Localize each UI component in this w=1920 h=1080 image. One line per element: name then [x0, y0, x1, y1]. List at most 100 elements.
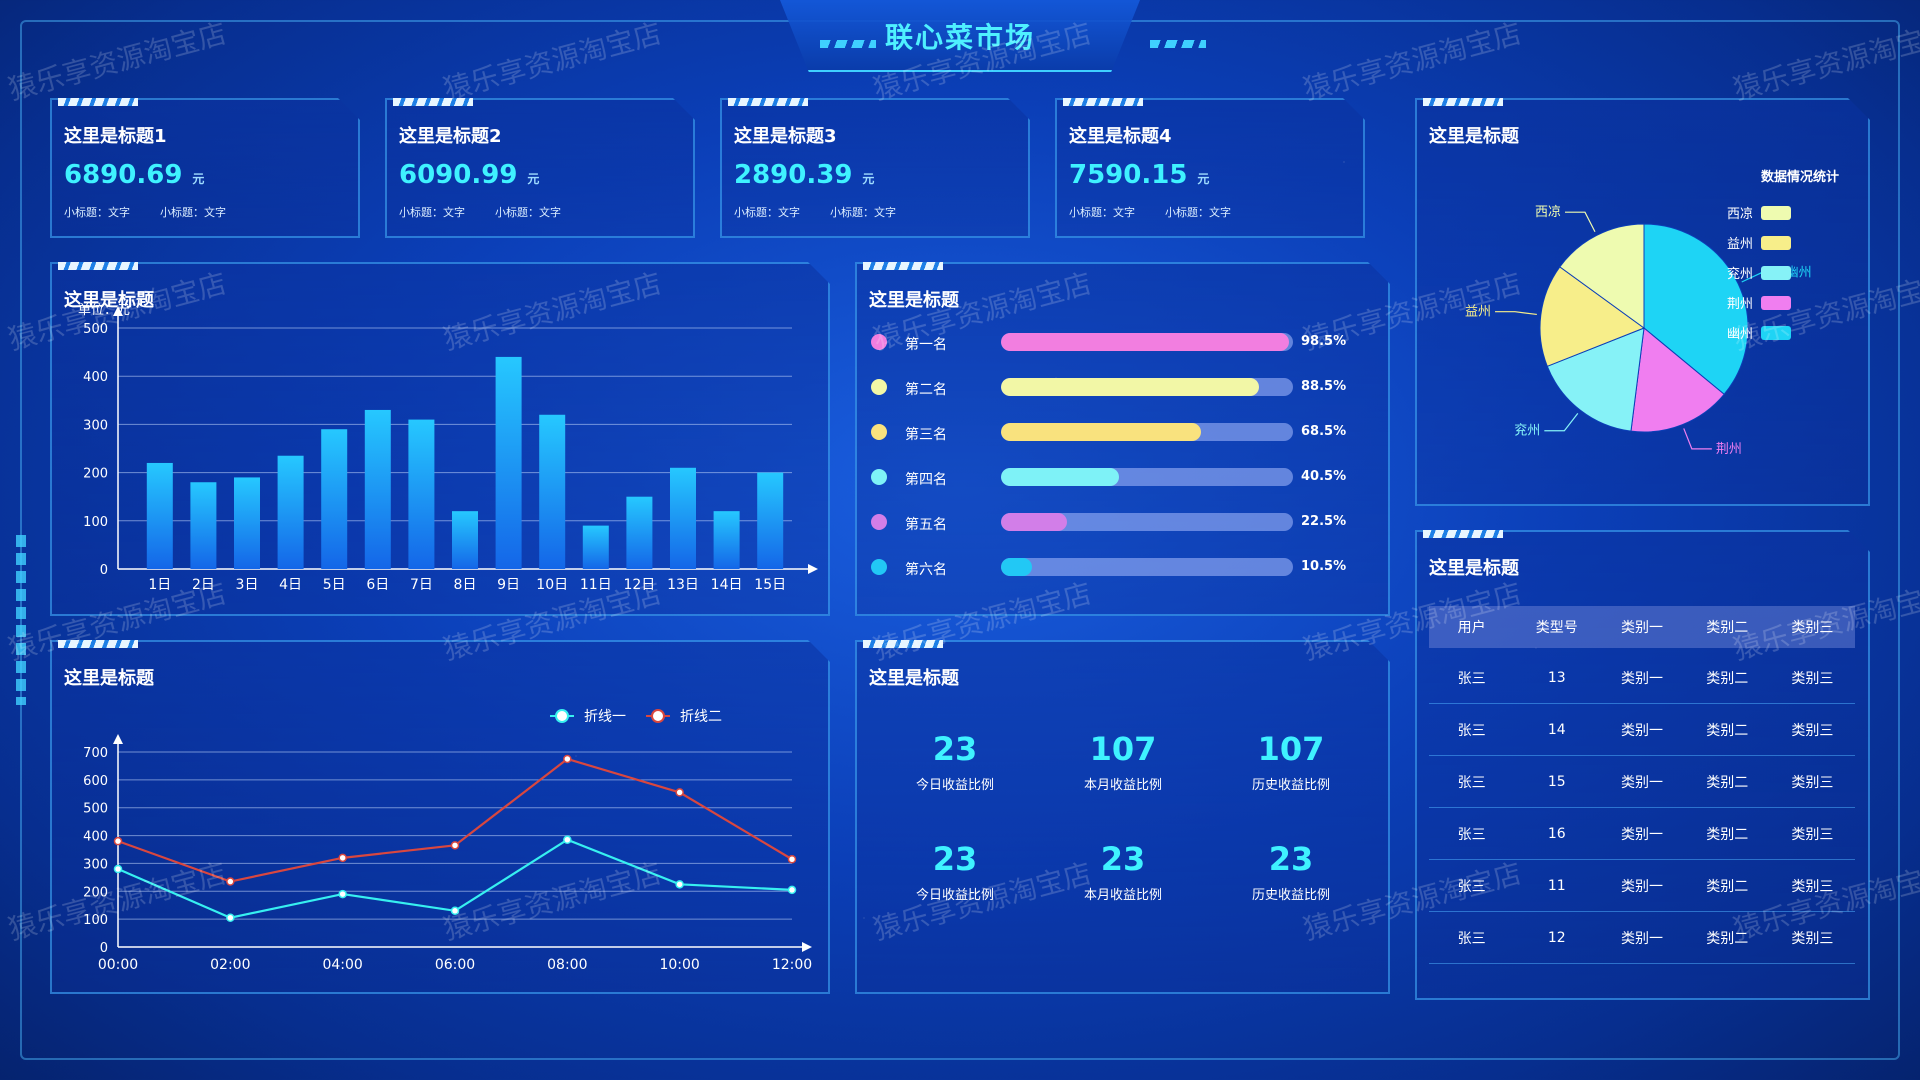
table-cell: 类别三 [1791, 878, 1834, 895]
stat-card: 这里是标题1 6890.69 元小标题：文字 小标题：文字 [50, 98, 360, 238]
table-cell: 类别三 [1791, 930, 1834, 947]
legend-marker [652, 710, 664, 722]
rank-label: 第六名 [905, 562, 947, 578]
table-cell: 11 [1547, 877, 1566, 894]
bar [408, 420, 434, 569]
table-panel: 这里是标题 用户 类型号 类别一 类别二 类别三 张三 13 类别一 类别二 类别三 张三 14 类别… [1415, 530, 1870, 1000]
panel-title: 这里是标题 [869, 668, 959, 689]
table-row[interactable]: 张三 12 类别一 类别二 类别三 [1429, 912, 1855, 964]
legend-label: 折线二 [680, 709, 722, 725]
data-point [339, 891, 346, 898]
rank-progress-track [1001, 378, 1293, 396]
stat-subtitle: 小标题：文字 [160, 206, 226, 219]
table-cell: 类别一 [1621, 774, 1663, 791]
rank-dot [871, 469, 887, 485]
x-tick-label: 10日 [536, 577, 568, 593]
panel-title: 这里是标题 [1429, 558, 1519, 579]
kpi-item: 23 本月收益比例 [1043, 840, 1203, 903]
data-point [789, 856, 796, 863]
watermark: 猿乐享资源淘宝店 [1729, 16, 1920, 107]
y-tick-label: 300 [83, 857, 108, 872]
table-cell: 张三 [1457, 878, 1486, 895]
kpi-label: 历史收益比例 [1251, 778, 1330, 793]
table-row[interactable]: 张三 15 类别一 类别二 类别三 [1429, 756, 1855, 808]
y-tick-label: 600 [83, 774, 108, 789]
pie-slice [1631, 328, 1724, 432]
watermark: 猿乐享资源淘宝店 [4, 16, 230, 107]
kpi-label: 历史收益比例 [1251, 888, 1330, 903]
x-tick-label: 12日 [623, 577, 655, 593]
table-cell: 15 [1547, 773, 1566, 790]
rank-dot [871, 379, 887, 395]
stat-subtitle: 小标题：文字 [495, 206, 561, 219]
header-dash-right [1150, 40, 1206, 48]
table-header-cell: 类别一 [1621, 620, 1663, 636]
table-cell: 类别三 [1791, 774, 1834, 791]
y-tick-label: 0 [100, 941, 108, 956]
table-cell: 类别三 [1791, 722, 1834, 739]
stat-number: 6890.69 [64, 160, 183, 190]
stat-subtitle: 小标题：文字 [399, 206, 465, 219]
header-dash-left [820, 40, 876, 48]
x-tick-label: 00:00 [98, 957, 138, 973]
y-tick-label: 200 [83, 467, 108, 482]
rank-progress-fill [1001, 333, 1289, 351]
pie-slice-label: 荆州 [1716, 441, 1742, 457]
pie-leader-line [1684, 428, 1712, 448]
table-header-cell: 类别二 [1706, 620, 1749, 636]
rank-label: 第一名 [905, 337, 947, 353]
x-axis-arrow [802, 942, 812, 952]
table-header-cell: 类型号 [1535, 620, 1578, 636]
legend-swatch [1761, 206, 1791, 220]
table-row[interactable]: 张三 13 类别一 类别二 类别三 [1429, 652, 1855, 704]
kpi-label: 今日收益比例 [915, 778, 994, 793]
pie-slice-label: 兖州 [1514, 424, 1540, 439]
data-point [676, 789, 683, 796]
x-tick-label: 14日 [711, 577, 743, 593]
kpi-value: 107 [1257, 730, 1325, 768]
y-tick-label: 400 [83, 830, 108, 845]
kpi-value: 23 [932, 730, 978, 768]
rank-row: 第四名 40.5% [871, 465, 1331, 489]
x-tick-label: 9日 [497, 577, 520, 593]
table-cell: 类别一 [1621, 722, 1663, 739]
bar [626, 497, 652, 569]
data-point [676, 881, 683, 888]
table-cell: 类别二 [1706, 774, 1749, 791]
x-tick-label: 4日 [279, 577, 302, 593]
stat-unit: 元 [1197, 172, 1210, 186]
x-tick-label: 10:00 [659, 957, 699, 973]
table-cell: 类别一 [1621, 670, 1663, 687]
table-cell: 类别二 [1706, 878, 1749, 895]
legend-label: 益州 [1727, 237, 1753, 252]
rank-row: 第二名 88.5% [871, 375, 1331, 399]
y-tick-label: 100 [83, 913, 108, 928]
rank-progress-fill [1001, 468, 1119, 486]
kpi-item: 23 今日收益比例 [875, 730, 1035, 793]
table-cell: 张三 [1457, 774, 1486, 791]
pie-legend-title: 数据情况统计 [1761, 170, 1840, 185]
bar [365, 410, 391, 569]
table-cell: 14 [1547, 721, 1566, 738]
stat-title: 这里是标题2 [399, 126, 502, 147]
x-tick-label: 08:00 [547, 957, 587, 973]
rank-dot [871, 424, 887, 440]
kpi-label: 本月收益比例 [1083, 888, 1162, 903]
stat-unit: 元 [192, 172, 205, 186]
bar [452, 511, 478, 569]
y-tick-label: 200 [83, 885, 108, 900]
bar [714, 511, 740, 569]
line-chart-panel: 这里是标题 0 100 200 300 400 500 600 700 00:00 02:00 04… [50, 640, 830, 994]
table-row[interactable]: 张三 11 类别一 类别二 类别三 [1429, 860, 1855, 912]
pie-slice-label: 益州 [1465, 305, 1491, 320]
table-row[interactable]: 张三 14 类别一 类别二 类别三 [1429, 704, 1855, 756]
stat-card: 这里是标题4 7590.15 元小标题：文字 小标题：文字 [1055, 98, 1365, 238]
rank-progress-fill [1001, 378, 1259, 396]
y-tick-label: 500 [83, 322, 108, 337]
kpi-item: 23 历史收益比例 [1211, 840, 1371, 903]
stat-title: 这里是标题4 [1069, 126, 1172, 147]
table-cell: 类别二 [1706, 826, 1749, 843]
rank-progress-fill [1001, 423, 1201, 441]
table-row[interactable]: 张三 16 类别一 类别二 类别三 [1429, 808, 1855, 860]
